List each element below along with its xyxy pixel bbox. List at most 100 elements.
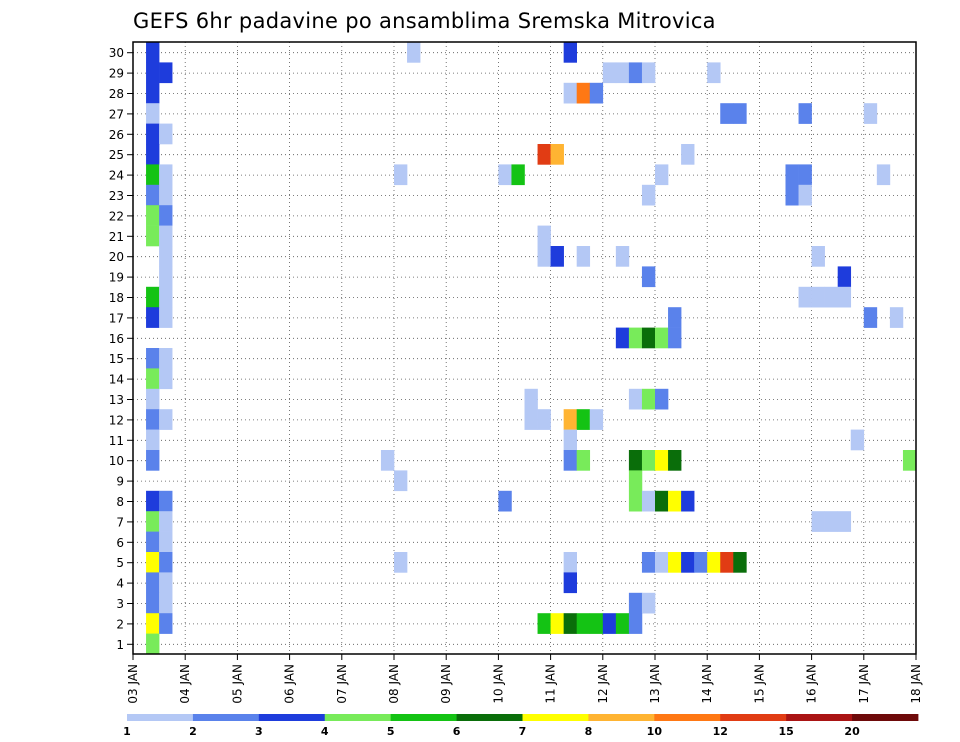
colorbar-label: 1 [123, 725, 131, 738]
precip-cell [681, 490, 695, 512]
precip-cell [563, 450, 577, 471]
y-tick-label: 25 [109, 148, 124, 162]
precip-cell [146, 592, 160, 614]
precip-cell [563, 409, 577, 430]
precip-cell [655, 490, 669, 512]
y-tick-label: 3 [116, 597, 124, 611]
precip-cell [537, 225, 551, 247]
precip-cell [524, 409, 538, 430]
x-tick-label: 11 JAN [544, 664, 558, 704]
precip-cell [628, 62, 643, 84]
x-tick-label: 16 JAN [805, 664, 819, 704]
precip-cell [146, 144, 160, 165]
y-tick-label: 4 [116, 577, 124, 591]
precip-cell [628, 327, 643, 349]
precip-cell [655, 164, 669, 186]
precip-cell [641, 450, 656, 471]
precip-cell [159, 62, 173, 84]
precip-cell [159, 205, 173, 226]
precip-cell [707, 552, 721, 573]
precip-cell [550, 613, 564, 634]
precip-cell [159, 286, 173, 308]
precip-cell [863, 307, 878, 328]
precip-cell [146, 633, 160, 655]
precip-cell [524, 388, 538, 410]
precip-cell [146, 572, 160, 594]
precip-cell [641, 388, 656, 410]
precip-cell [641, 552, 656, 573]
colorbar-label: 7 [519, 725, 527, 738]
precip-cell [394, 164, 408, 186]
precip-cell [146, 307, 160, 328]
precip-cell [798, 184, 812, 206]
precip-cell [720, 103, 734, 124]
colorbar-label: 20 [844, 725, 860, 738]
precip-cell [146, 490, 160, 512]
precip-cell [146, 409, 160, 430]
precip-cell [707, 62, 721, 84]
precip-cell [628, 450, 643, 471]
precip-cell [146, 531, 160, 553]
x-tick-label: 12 JAN [596, 664, 610, 704]
colorbar-label: 3 [255, 725, 263, 738]
precip-cell [576, 450, 591, 471]
precip-cell [876, 164, 891, 186]
precip-cell [407, 42, 421, 63]
precip-cell [824, 511, 838, 532]
precip-cell [159, 225, 173, 247]
colorbar-segment [588, 714, 655, 721]
y-tick-label: 13 [109, 393, 124, 407]
precip-cell [159, 266, 173, 288]
precip-cell [837, 511, 852, 532]
precip-cell [615, 613, 630, 634]
precip-cell [694, 552, 708, 573]
colorbar-segment [456, 714, 523, 721]
y-tick-label: 26 [109, 128, 124, 142]
precip-cell [589, 613, 604, 634]
precip-cell [159, 531, 173, 553]
precip-cell [498, 164, 512, 186]
precip-cell [668, 307, 682, 328]
precip-cell [641, 327, 656, 349]
y-tick-label: 6 [116, 536, 124, 550]
y-tick-label: 22 [109, 209, 124, 223]
precip-cell [720, 552, 734, 573]
precip-cell [641, 184, 656, 206]
precip-cell [889, 307, 904, 328]
precip-cell [146, 552, 160, 573]
precip-cell [511, 164, 525, 186]
y-tick-label: 17 [109, 311, 124, 325]
precip-cells [146, 42, 917, 655]
x-tick-label: 03 JAN [126, 664, 140, 704]
precip-cell [733, 552, 747, 573]
colorbar: 1 2 3 4 5 6 7 8 10 12 15 20 [123, 714, 919, 738]
colorbar-segment [654, 714, 721, 721]
precip-cell [146, 184, 160, 206]
precip-cell [668, 450, 682, 471]
precip-cell [146, 429, 160, 451]
x-tick-label: 06 JAN [283, 664, 297, 704]
precip-cell [146, 164, 160, 186]
precip-cell [798, 164, 812, 186]
precip-cell [146, 388, 160, 410]
y-tick-label: 19 [109, 271, 124, 285]
colorbar-segment [390, 714, 457, 721]
precip-cell [589, 409, 604, 430]
precip-cell [146, 286, 160, 308]
colorbar-label: 8 [585, 725, 593, 738]
precip-cell [146, 123, 160, 145]
precip-cell [837, 266, 852, 288]
colorbar-segment [192, 714, 260, 721]
precip-cell [628, 490, 643, 512]
precip-cell [159, 552, 173, 573]
colorbar-label: 12 [713, 725, 728, 738]
precip-cell [668, 490, 682, 512]
precip-cell [655, 388, 669, 410]
precip-cell [668, 327, 682, 349]
plot-frame [132, 41, 917, 655]
precip-cell [146, 613, 160, 634]
precip-cell [837, 286, 852, 308]
x-tick-label: 18 JAN [909, 664, 923, 704]
y-axis: 1234567891011121314151617181920212223242… [109, 46, 133, 652]
colorbar-label: 6 [453, 725, 461, 738]
